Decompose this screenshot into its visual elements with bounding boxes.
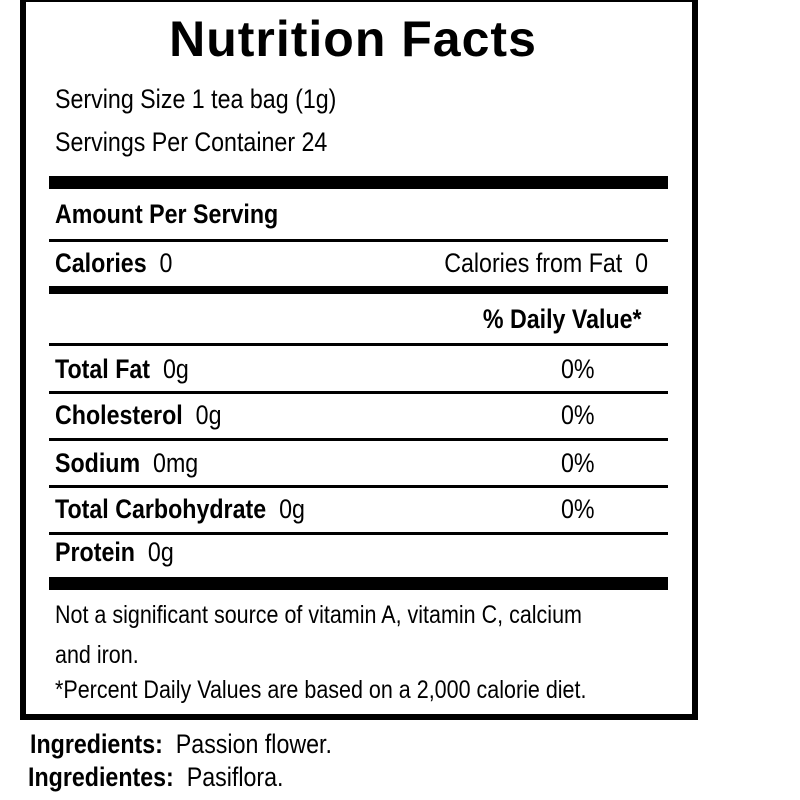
nutrient-name: Cholesterol [55,400,183,430]
nutrient-name: Total Fat [55,354,151,384]
divider-thin [49,391,668,394]
nutrient-dv: 0% [561,494,595,524]
divider-thick [49,577,668,590]
divider-thin [49,532,668,535]
ingredientes-label: Ingredientes: [28,762,174,792]
footnote-daily-values: *Percent Daily Values are based on a 2,0… [55,676,587,704]
nutrient-row-cholesterol: Cholesterol 0g [55,402,221,429]
calories-from-fat-label: Calories from Fat [444,248,623,278]
divider-thin [49,239,668,242]
nutrient-dv: 0% [561,400,595,430]
ingredients-line: Ingredients: Passion flower. [30,731,332,758]
divider-thin [49,485,668,488]
calories-value: 0 [159,248,173,278]
nutrient-row-total-carbohydrate: Total Carbohydrate 0g [55,496,305,523]
nutrient-dv: 0% [561,448,595,478]
nutrient-amount: 0g [279,494,305,524]
nutrition-label-box [20,0,698,720]
ingredientes-value: Pasiflora. [186,762,284,792]
nutrient-row-total-fat: Total Fat 0g [55,356,189,383]
divider-thin [49,343,668,346]
ingredients-label: Ingredients: [30,729,163,759]
nutrient-name: Sodium [55,448,141,478]
amount-per-serving: Amount Per Serving [55,199,279,229]
nutrient-name: Protein [55,537,135,567]
serving-size: Serving Size 1 tea bag (1g) [55,84,337,114]
nutrient-row-protein: Protein 0g [55,539,174,566]
ingredients-value: Passion flower. [175,729,332,759]
nutrient-amount: 0g [162,354,189,384]
divider-medium [49,286,668,294]
footnote-vitamins-cont: and iron. [55,641,139,669]
footnote-vitamins: Not a significant source of vitamin A, v… [55,601,582,629]
nutrient-amount: 0mg [153,448,199,478]
nutrient-amount: 0g [147,537,174,567]
servings-per-container: Servings Per Container 24 [55,127,328,157]
nutrient-name: Total Carbohydrate [55,494,267,524]
nutrient-amount: 0g [195,400,222,430]
divider-thin [49,438,668,441]
daily-value-header: % Daily Value* [483,304,642,334]
nutrient-dv: 0% [561,354,595,384]
ingredientes-line: Ingredientes: Pasiflora. [28,764,284,791]
calories-label: Calories [55,248,147,278]
calories-row: Calories 0 [55,250,172,277]
divider-thick [49,176,668,189]
nutrient-row-sodium: Sodium 0mg [55,450,198,477]
label-title: Nutrition Facts [169,11,537,67]
calories-from-fat: Calories from Fat 0 [444,250,648,277]
calories-from-fat-value: 0 [635,248,648,278]
